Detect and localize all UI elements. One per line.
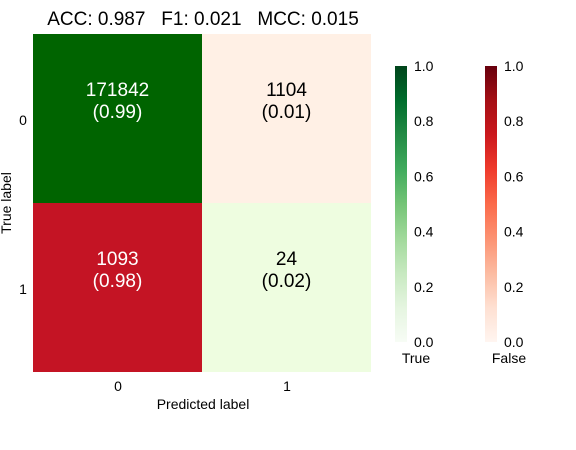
y-tick-labels: 0 1 [19,112,27,297]
x-tick-label-0: 0 [114,378,122,394]
colorbar-false: 0.0 0.2 0.4 0.6 0.8 1.0 False [485,58,526,366]
colorbar-true-label: True [402,350,430,366]
heatmap-cell-0-0 [33,34,202,203]
cell-ratio-1-1: (0.02) [262,271,312,292]
cell-ratio-0-1: (0.01) [262,102,312,123]
colorbar-true-ticks: 0.0 0.2 0.4 0.6 0.8 1.0 [414,58,434,350]
colorbar-true-tick-4: 0.8 [414,113,434,129]
colorbar-false-tick-0: 0.0 [504,334,524,350]
cell-count-0-1: 1104 [266,80,307,101]
cell-count-1-1: 24 [276,249,298,270]
colorbar-false-ticks: 0.0 0.2 0.4 0.6 0.8 1.0 [504,58,524,350]
colorbar-false-tick-4: 0.8 [504,113,524,129]
colorbar-false-tick-3: 0.6 [504,168,524,184]
cell-count-0-0: 171842 [86,80,149,101]
x-tick-label-1: 1 [283,378,291,394]
heatmap-cell-0-1 [202,34,371,203]
colorbar-false-tick-5: 1.0 [504,58,524,74]
cell-count-1-0: 1093 [96,249,138,270]
colorbar-true-tick-0: 0.0 [414,334,434,350]
colorbar-true-tick-1: 0.2 [414,279,434,295]
colorbar-true-tick-5: 1.0 [414,58,434,74]
colorbar-false-tick-1: 0.2 [504,279,524,295]
heatmap-cells: 171842(0.99) 1104(0.01) 1093(0.98) 24(0.02) [33,34,371,372]
colorbar-true: 0.0 0.2 0.4 0.6 0.8 1.0 True [395,58,434,366]
colorbar-true-tick-3: 0.6 [414,168,434,184]
y-tick-label-0: 0 [19,112,27,128]
y-axis-label: True label [0,172,14,234]
colorbar-false-label: False [492,350,526,366]
heatmap-cell-1-0 [33,203,202,372]
colorbar-true-bar [395,66,407,342]
y-tick-label-1: 1 [19,281,27,297]
chart-title: ACC: 0.987 F1: 0.021 MCC: 0.015 [47,9,359,30]
heatmap-cell-1-1 [202,203,371,372]
cell-ratio-0-0: (0.99) [93,102,143,123]
colorbar-true-tick-2: 0.4 [414,224,434,240]
colorbar-false-bar [485,66,497,342]
x-tick-labels: 0 1 [114,378,291,394]
x-axis-label: Predicted label [157,396,250,412]
cell-ratio-1-0: (0.98) [93,271,143,292]
colorbar-false-tick-2: 0.4 [504,224,524,240]
